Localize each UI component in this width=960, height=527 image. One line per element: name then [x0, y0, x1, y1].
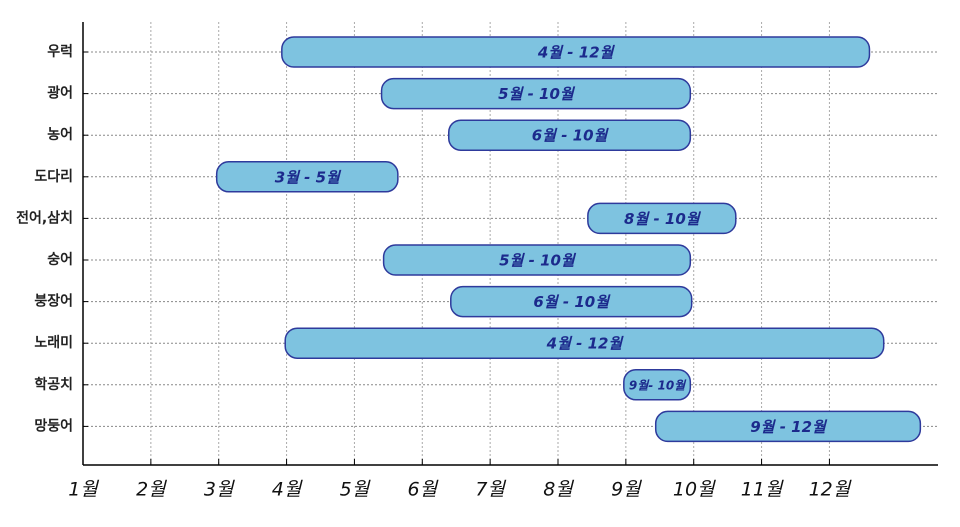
- value-label: 3월 - 5월: [275, 168, 342, 186]
- y-tick-label: 도다리: [34, 169, 73, 185]
- x-tick-label: 2월: [136, 479, 167, 501]
- x-tick-label: 9월: [611, 479, 642, 501]
- value-label: 5월 - 10월: [499, 252, 577, 270]
- bar: [587, 202, 737, 235]
- y-tick-label: 망둥어: [34, 417, 73, 434]
- y-tick-label: 광어: [47, 85, 73, 102]
- x-tick-label: 8월: [543, 479, 574, 501]
- bar: [654, 410, 922, 443]
- bar: [448, 119, 692, 151]
- x-tick-label: 7월: [475, 479, 506, 501]
- y-tick-label: 농어: [47, 126, 73, 143]
- value-label: 4월 - 12월: [537, 44, 616, 62]
- value-label: 5월 - 10월: [498, 85, 576, 103]
- value-label: 9월 - 12월: [750, 418, 828, 436]
- bar: [380, 77, 692, 110]
- x-tick-label: 1월: [68, 479, 99, 501]
- bar: [450, 285, 693, 318]
- value-label: 4월 - 12월: [546, 335, 625, 353]
- value-label: 8월 - 10월: [624, 210, 702, 228]
- y-tick-label: 전어,삼치: [16, 209, 73, 226]
- value-label: 6월 - 10월: [532, 127, 610, 145]
- x-tick-label: 12월: [809, 479, 852, 501]
- bar: [281, 36, 871, 68]
- x-tick-label: 4월: [272, 479, 303, 501]
- bar: [284, 327, 885, 359]
- y-tick-label: 우럭: [47, 44, 73, 60]
- x-tick-label: 6월: [407, 479, 438, 501]
- x-tick-label: 10월: [673, 479, 716, 501]
- y-tick-label: 숭어: [47, 251, 73, 268]
- bar: [623, 369, 692, 401]
- y-tick-label: 노래미: [34, 335, 73, 351]
- bar: [382, 244, 692, 276]
- x-tick-label: 11월: [741, 479, 784, 501]
- x-tick-label: 3월: [204, 479, 235, 501]
- value-label: 9월- 10월: [629, 378, 687, 392]
- bar: [215, 161, 399, 193]
- value-label: 6월 - 10월: [533, 293, 611, 311]
- y-tick-label: 붕장어: [34, 293, 73, 310]
- y-tick-label: 학공치: [34, 377, 73, 393]
- x-tick-label: 5월: [340, 479, 371, 501]
